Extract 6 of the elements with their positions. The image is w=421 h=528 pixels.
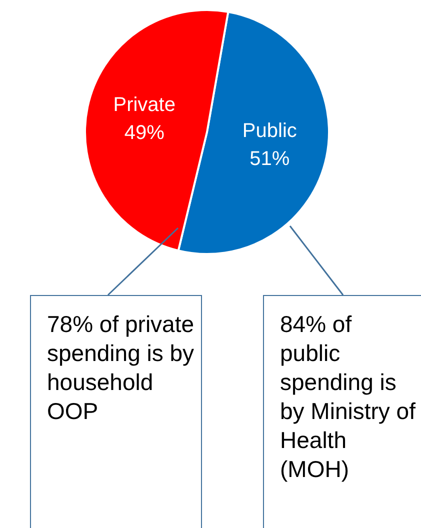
slice-label: Public	[242, 120, 297, 142]
text: 78% of private spending is by household OOP	[30, 295, 202, 528]
data-label: 49%	[124, 122, 165, 144]
slice-label: Private	[113, 94, 176, 116]
text: 84% of public spending is by Ministry of Health (MOH)	[263, 295, 421, 528]
data-label: 51%	[250, 148, 290, 170]
